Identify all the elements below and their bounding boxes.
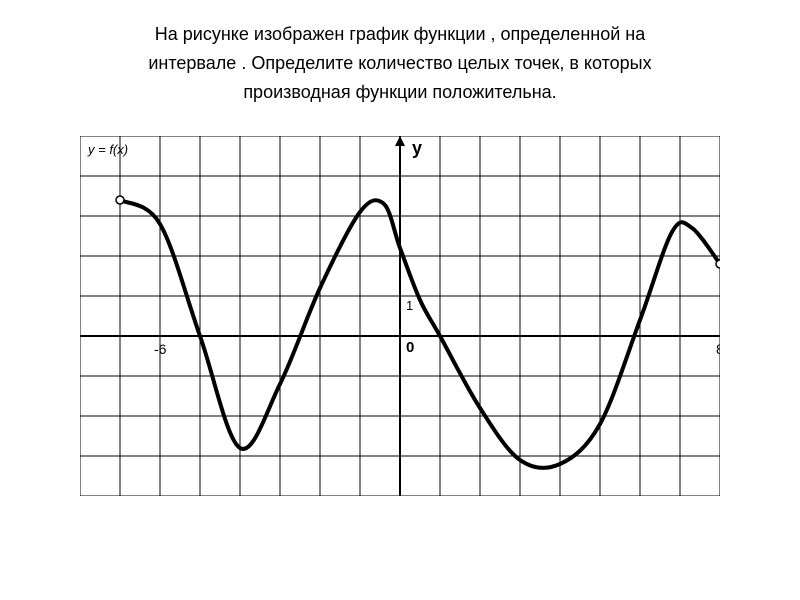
svg-text:-6: -6 bbox=[154, 341, 167, 357]
svg-text:y = f(x): y = f(x) bbox=[87, 142, 128, 157]
svg-text:0: 0 bbox=[406, 339, 414, 356]
svg-text:1: 1 bbox=[406, 298, 413, 313]
problem-title: На рисунке изображен график функции , оп… bbox=[148, 20, 651, 106]
svg-text:8: 8 bbox=[716, 341, 720, 357]
title-line-3: производная функции положительна. bbox=[148, 78, 651, 107]
function-graph: y 0 1 -6 8 y = f(x) bbox=[80, 136, 720, 496]
title-line-1: На рисунке изображен график функции , оп… bbox=[148, 20, 651, 49]
title-line-2: интервале . Определите количество целых … bbox=[148, 49, 651, 78]
graph-svg: y 0 1 -6 8 y = f(x) bbox=[80, 136, 720, 496]
svg-text:y: y bbox=[412, 138, 422, 158]
